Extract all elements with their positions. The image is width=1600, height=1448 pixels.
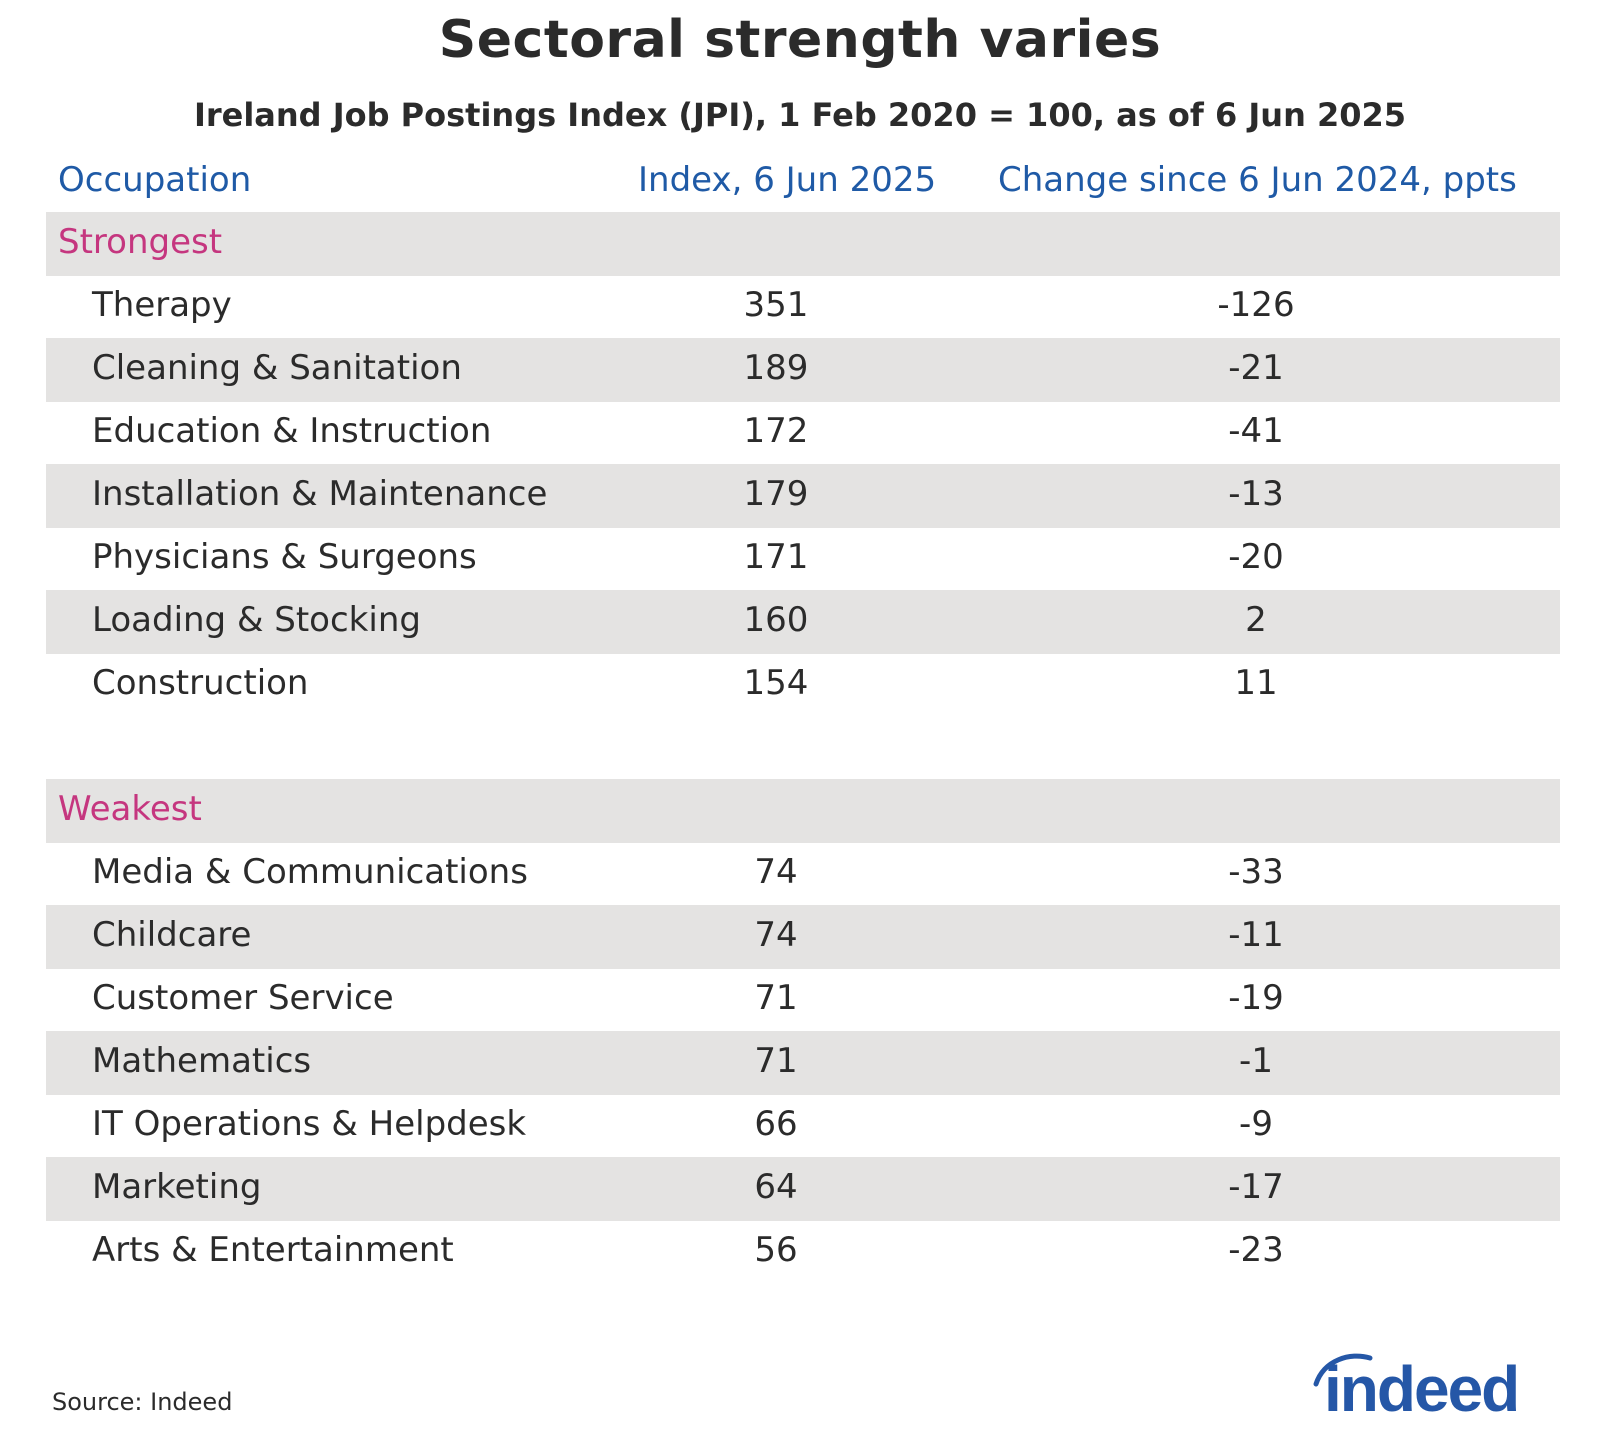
source-note: Source: Indeed xyxy=(52,1388,233,1416)
table-row: Therapy 351 -126 xyxy=(46,275,1560,339)
occupation-cell: Physicians & Surgeons xyxy=(92,537,477,577)
change-cell: -13 xyxy=(1228,474,1284,514)
change-cell: -11 xyxy=(1228,915,1284,955)
index-cell: 189 xyxy=(743,348,809,388)
section-label: Weakest xyxy=(58,789,202,829)
column-header-change: Change since 6 Jun 2024, ppts xyxy=(998,160,1517,200)
table-row: Education & Instruction 172 -41 xyxy=(46,401,1560,465)
change-cell: 11 xyxy=(1234,663,1278,703)
change-cell: -23 xyxy=(1228,1230,1284,1270)
table-row: Childcare 74 -11 xyxy=(46,905,1560,969)
index-cell: 154 xyxy=(743,663,809,703)
change-cell: -17 xyxy=(1228,1167,1284,1207)
change-cell: 2 xyxy=(1245,600,1267,640)
indeed-logo: indeed xyxy=(1310,1350,1560,1430)
section-label: Strongest xyxy=(58,222,223,262)
index-cell: 71 xyxy=(754,1041,798,1081)
change-cell: -9 xyxy=(1239,1104,1273,1144)
index-cell: 351 xyxy=(743,285,809,325)
table-row: Cleaning & Sanitation 189 -21 xyxy=(46,338,1560,402)
change-cell: -41 xyxy=(1228,411,1284,451)
index-cell: 71 xyxy=(754,978,798,1018)
occupation-cell: Loading & Stocking xyxy=(92,600,421,640)
change-cell: -126 xyxy=(1217,285,1295,325)
table-row: Customer Service 71 -19 xyxy=(46,968,1560,1032)
index-cell: 171 xyxy=(743,537,809,577)
chart-subtitle: Ireland Job Postings Index (JPI), 1 Feb … xyxy=(193,96,1407,134)
index-cell: 74 xyxy=(754,852,798,892)
table-row: Loading & Stocking 160 2 xyxy=(46,590,1560,654)
table-row: Physicians & Surgeons 171 -20 xyxy=(46,527,1560,591)
table-row: Arts & Entertainment 56 -23 xyxy=(46,1220,1560,1284)
change-cell: -19 xyxy=(1228,978,1284,1018)
table-row: IT Operations & Helpdesk 66 -9 xyxy=(46,1094,1560,1158)
logo-text: indeed xyxy=(1324,1353,1520,1425)
column-header-occupation: Occupation xyxy=(58,160,252,200)
index-cell: 74 xyxy=(754,915,798,955)
occupation-cell: Arts & Entertainment xyxy=(92,1230,454,1270)
occupation-cell: Marketing xyxy=(92,1167,262,1207)
chart-title: Sectoral strength varies xyxy=(438,10,1162,70)
table-row: Construction 154 11 xyxy=(46,653,1560,717)
index-cell: 56 xyxy=(754,1230,798,1270)
occupation-cell: Construction xyxy=(92,663,309,703)
table-row: Media & Communications 74 -33 xyxy=(46,842,1560,906)
occupation-cell: Childcare xyxy=(92,915,252,955)
index-cell: 172 xyxy=(743,411,809,451)
index-cell: 160 xyxy=(743,600,809,640)
occupation-cell: Cleaning & Sanitation xyxy=(92,348,462,388)
index-cell: 179 xyxy=(743,474,809,514)
change-cell: -1 xyxy=(1239,1041,1273,1081)
change-cell: -21 xyxy=(1228,348,1284,388)
logo-arc-icon xyxy=(1313,1353,1373,1387)
occupation-cell: IT Operations & Helpdesk xyxy=(92,1104,527,1144)
change-cell: -20 xyxy=(1228,537,1284,577)
table-row: Installation & Maintenance 179 -13 xyxy=(46,464,1560,528)
index-cell: 66 xyxy=(754,1104,798,1144)
occupation-cell: Installation & Maintenance xyxy=(92,474,548,514)
change-cell: -33 xyxy=(1228,852,1284,892)
occupation-cell: Therapy xyxy=(92,285,232,325)
table-row: Marketing 64 -17 xyxy=(46,1157,1560,1221)
occupation-cell: Education & Instruction xyxy=(92,411,492,451)
index-cell: 64 xyxy=(754,1167,798,1207)
section-row-weakest: Weakest xyxy=(46,779,1560,843)
column-header-index: Index, 6 Jun 2025 xyxy=(638,160,937,200)
occupation-cell: Media & Communications xyxy=(92,852,528,892)
table-row: Mathematics 71 -1 xyxy=(46,1031,1560,1095)
occupation-cell: Customer Service xyxy=(92,978,394,1018)
occupation-cell: Mathematics xyxy=(92,1041,312,1081)
table-header: Occupation Index, 6 Jun 2025 Change sinc… xyxy=(46,150,1560,210)
section-row-strongest: Strongest xyxy=(46,212,1560,276)
